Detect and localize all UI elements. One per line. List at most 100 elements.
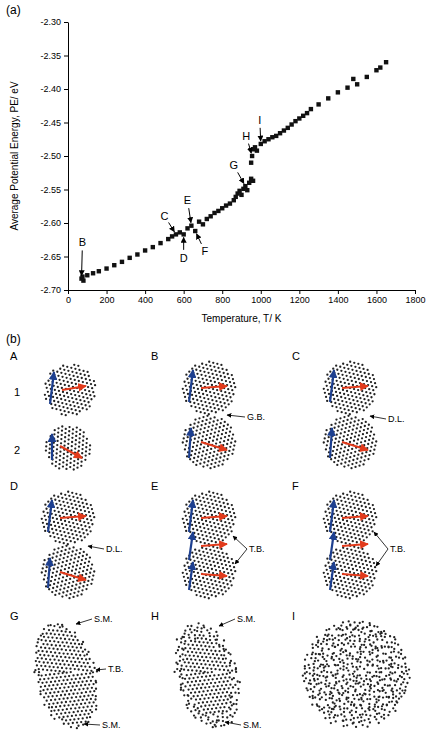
atom: [234, 570, 236, 572]
atom: [345, 596, 347, 598]
atom: [229, 431, 231, 433]
atom: [71, 554, 73, 556]
atom: [193, 571, 195, 573]
atom: [66, 392, 68, 394]
atom: [362, 379, 364, 381]
atom: [186, 389, 188, 391]
atom: [212, 362, 214, 364]
atom: [82, 370, 84, 372]
atom: [374, 444, 376, 446]
atom: [204, 457, 206, 459]
x-tick: 400: [138, 290, 153, 305]
atom: [220, 452, 222, 454]
atom: [362, 509, 364, 511]
atom: [37, 638, 39, 640]
atom: [87, 401, 89, 403]
atom: [89, 572, 91, 574]
annotation-arrow: [189, 208, 191, 223]
atom: [370, 446, 372, 448]
orientation-arrow: [48, 558, 50, 588]
atom: [216, 389, 218, 391]
atom: [57, 537, 59, 539]
atom: [77, 365, 79, 367]
atom: [202, 465, 204, 467]
atom: [221, 498, 223, 500]
atom: [68, 385, 70, 387]
atom: [183, 433, 185, 435]
atom: [361, 505, 363, 507]
atom: [79, 399, 81, 401]
atom: [195, 380, 197, 382]
atom: [210, 463, 212, 465]
orientation-arrow: [201, 574, 227, 576]
leader-arrow: [235, 549, 247, 564]
atom: [357, 438, 359, 440]
atom: [80, 465, 82, 467]
atom: [192, 461, 194, 463]
point: [143, 248, 147, 252]
atom: [327, 562, 329, 564]
orientation-arrow: [189, 532, 193, 560]
atom: [50, 498, 52, 500]
atom: [83, 431, 85, 433]
atom: [360, 456, 362, 458]
atom: [362, 524, 364, 526]
atom: [210, 448, 212, 450]
atom: [196, 373, 198, 375]
atom: [61, 565, 63, 567]
atom: [362, 368, 364, 370]
atom: [209, 536, 211, 538]
atom: [355, 381, 357, 383]
atom: [89, 515, 91, 517]
atom: [358, 449, 360, 451]
point: [158, 241, 162, 245]
atom: [213, 416, 215, 418]
atom: [35, 660, 37, 662]
atom: [234, 386, 236, 388]
atom: [221, 379, 223, 381]
atom: [352, 399, 354, 401]
atom: [206, 415, 208, 417]
atom: [354, 436, 356, 438]
atom: [224, 506, 226, 508]
atom: [57, 547, 59, 549]
atom: [214, 500, 216, 502]
atom: [371, 385, 373, 387]
atom: [63, 557, 65, 559]
atom: [342, 534, 344, 536]
orientation-arrow: [189, 500, 193, 532]
atom: [52, 552, 54, 554]
atom: [345, 375, 347, 377]
atom: [82, 435, 84, 437]
atom: [211, 399, 213, 401]
atom: [231, 374, 233, 376]
atom: [362, 405, 364, 407]
atom: [223, 586, 225, 588]
atom: [63, 587, 65, 589]
atom: [324, 576, 326, 578]
atom: [216, 454, 218, 456]
atom: [354, 366, 356, 368]
atom: [354, 522, 356, 524]
atom: [186, 573, 188, 575]
annotation-label: G: [230, 159, 239, 171]
atom: [73, 405, 75, 407]
atom: [55, 393, 57, 395]
atom: [46, 387, 48, 389]
atom: [93, 516, 95, 518]
atom: [56, 570, 58, 572]
atom: [213, 507, 215, 509]
atom: [352, 459, 354, 461]
atom: [222, 539, 224, 541]
atom: [62, 391, 64, 393]
atom: [218, 538, 220, 540]
atom: [224, 391, 226, 393]
atom: [58, 379, 60, 381]
atom: [57, 427, 59, 429]
atom: [205, 405, 207, 407]
atom: [195, 464, 197, 466]
atom: [210, 510, 212, 512]
atom: [204, 596, 206, 598]
atom: [83, 566, 85, 568]
atom: [75, 519, 77, 521]
